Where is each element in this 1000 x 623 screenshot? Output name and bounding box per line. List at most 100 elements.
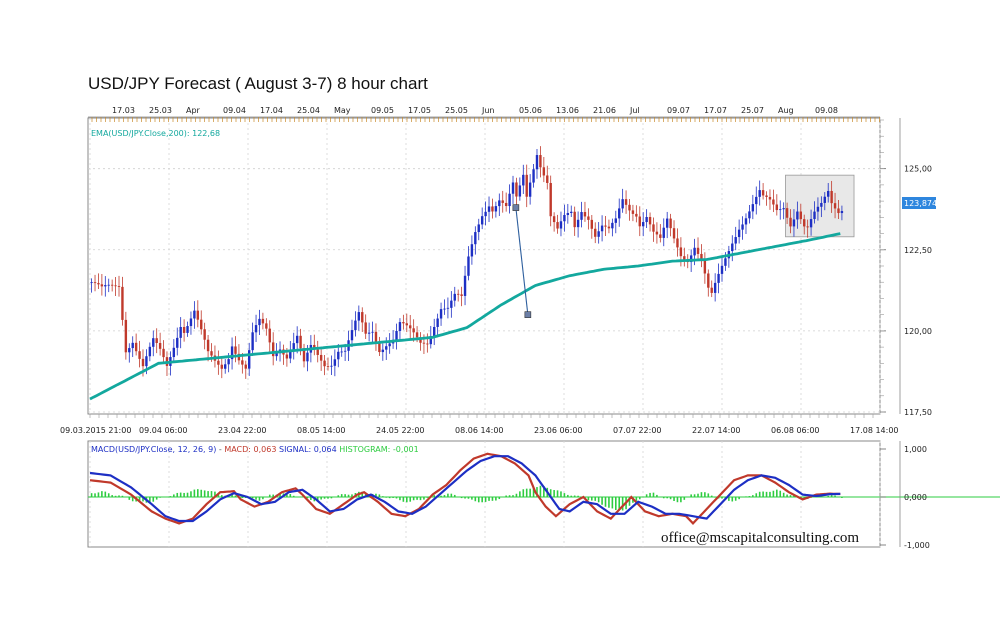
candle-body xyxy=(367,332,371,334)
ema-line xyxy=(89,232,841,401)
top-date-label: 17.04 xyxy=(260,106,283,115)
top-date-label: 09.08 xyxy=(815,106,838,115)
candle-body xyxy=(460,294,463,296)
candle-body xyxy=(323,360,326,367)
candle-body xyxy=(628,204,631,211)
candle-body xyxy=(700,253,703,260)
candle-body xyxy=(395,330,398,340)
candle-body xyxy=(751,204,755,212)
candle-body xyxy=(710,287,713,293)
candle-body xyxy=(340,351,343,353)
candle-body xyxy=(415,332,419,338)
candle-body xyxy=(717,273,720,283)
top-date-label: 05.06 xyxy=(519,106,542,115)
candle-body xyxy=(830,190,833,204)
candle-body xyxy=(570,211,573,214)
candle-body xyxy=(227,359,230,365)
candle-body xyxy=(703,259,707,274)
candle-body xyxy=(799,211,802,220)
candle-body xyxy=(374,331,378,343)
candle-body xyxy=(419,337,422,343)
candle-body xyxy=(833,203,837,209)
candle-body xyxy=(446,307,450,309)
bottom-date-label: 23.04 22:00 xyxy=(218,426,267,435)
candle-body xyxy=(319,354,323,361)
bottom-date-label: 06.08 06:00 xyxy=(771,426,820,435)
candle-body xyxy=(820,202,823,207)
candle-body xyxy=(230,346,234,360)
candle-body xyxy=(772,199,775,205)
candle-body xyxy=(343,350,347,352)
candle-body xyxy=(337,351,340,360)
candle-body xyxy=(371,331,374,333)
bottom-date-label: 23.06 06:00 xyxy=(534,426,583,435)
top-date-label: Jun xyxy=(481,106,495,115)
candle-body xyxy=(532,169,535,183)
candle-body xyxy=(816,206,820,212)
candle-body xyxy=(600,225,604,232)
candle-body xyxy=(426,343,429,345)
candle-body xyxy=(487,206,491,212)
top-date-label: 25.05 xyxy=(445,106,468,115)
candle-body xyxy=(501,200,504,203)
histogram-value-label: HISTOGRAM: -0,001 xyxy=(339,445,418,454)
candle-body xyxy=(124,319,128,353)
candle-body xyxy=(292,343,295,351)
ema-label: EMA(USD/JPY.Close,200): 122,68 xyxy=(91,129,220,138)
candle-body xyxy=(734,237,737,244)
candle-body xyxy=(261,318,265,324)
top-date-label: 17.05 xyxy=(408,106,431,115)
candle-body xyxy=(737,229,741,238)
candle-body xyxy=(182,326,186,333)
candle-body xyxy=(361,312,364,323)
candle-body xyxy=(402,322,405,324)
candle-body xyxy=(566,213,570,216)
candle-body xyxy=(148,346,152,357)
top-date-label: 25.07 xyxy=(741,106,764,115)
candle-body xyxy=(439,309,443,319)
candle-body xyxy=(254,325,258,333)
candle-body xyxy=(268,328,271,343)
candle-body xyxy=(528,182,532,197)
candle-body xyxy=(155,338,158,343)
candle-body xyxy=(299,335,302,349)
candle-body xyxy=(782,208,785,210)
candle-body xyxy=(775,204,779,211)
candle-body xyxy=(244,364,247,369)
candle-body xyxy=(806,226,809,228)
top-date-label: May xyxy=(334,106,351,115)
candle-body xyxy=(672,228,676,239)
projection-segment xyxy=(515,207,529,315)
macd-y-axis: 1,000 0,000 -1,000 xyxy=(880,441,930,550)
candle-body xyxy=(176,337,179,348)
candle-body xyxy=(193,310,196,319)
top-date-label: 09.07 xyxy=(667,106,690,115)
candle-body xyxy=(422,342,426,344)
candle-body xyxy=(515,182,518,197)
candle-body xyxy=(450,300,453,308)
candle-body xyxy=(477,224,480,233)
candle-body xyxy=(707,273,710,288)
candle-body xyxy=(121,286,124,320)
candle-body xyxy=(785,208,789,218)
candle-body xyxy=(491,206,494,212)
candle-body xyxy=(655,231,659,235)
svg-text:MACD(USD/JPY.Close, 12, 26, 9): MACD(USD/JPY.Close, 12, 26, 9) - MACD: 0… xyxy=(91,445,419,454)
top-date-label: 21.06 xyxy=(593,106,616,115)
bottom-date-label: 08.05 14:00 xyxy=(297,426,346,435)
candle-body xyxy=(559,221,563,229)
candle-body xyxy=(463,275,467,296)
candle-body xyxy=(97,283,100,285)
candle-body xyxy=(604,225,607,227)
candle-body xyxy=(271,342,275,357)
macd-ytick-label: -1,000 xyxy=(904,541,930,550)
candle-body xyxy=(758,190,761,197)
candle-body xyxy=(803,219,806,227)
price-grid xyxy=(88,118,881,414)
candle-body xyxy=(354,320,357,331)
candle-body xyxy=(107,284,110,286)
candle-body xyxy=(388,343,391,347)
candle-body xyxy=(467,256,470,276)
candle-body xyxy=(210,351,213,356)
candle-body xyxy=(206,339,210,352)
